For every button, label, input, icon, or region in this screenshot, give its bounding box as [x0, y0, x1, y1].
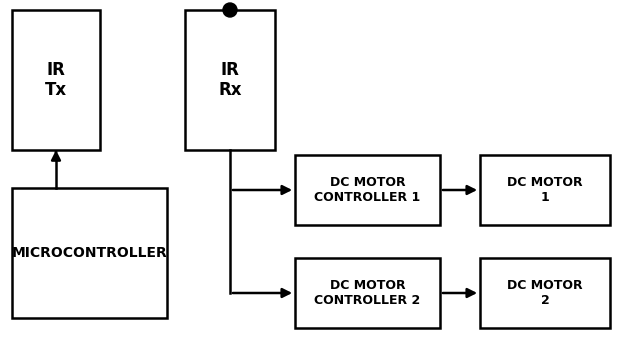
Text: DC MOTOR
1: DC MOTOR 1 — [507, 176, 583, 204]
Bar — [295, 155, 440, 225]
Text: IR
Rx: IR Rx — [218, 61, 241, 100]
Bar — [185, 10, 275, 150]
Circle shape — [223, 3, 237, 17]
Text: DC MOTOR
CONTROLLER 2: DC MOTOR CONTROLLER 2 — [314, 279, 421, 307]
Text: IR
Tx: IR Tx — [45, 61, 67, 100]
Bar — [12, 10, 100, 150]
Bar — [480, 258, 610, 328]
Text: DC MOTOR
CONTROLLER 1: DC MOTOR CONTROLLER 1 — [314, 176, 421, 204]
Text: DC MOTOR
2: DC MOTOR 2 — [507, 279, 583, 307]
Text: MICROCONTROLLER: MICROCONTROLLER — [12, 246, 167, 260]
Bar — [480, 155, 610, 225]
Bar — [295, 258, 440, 328]
Bar — [12, 188, 167, 318]
